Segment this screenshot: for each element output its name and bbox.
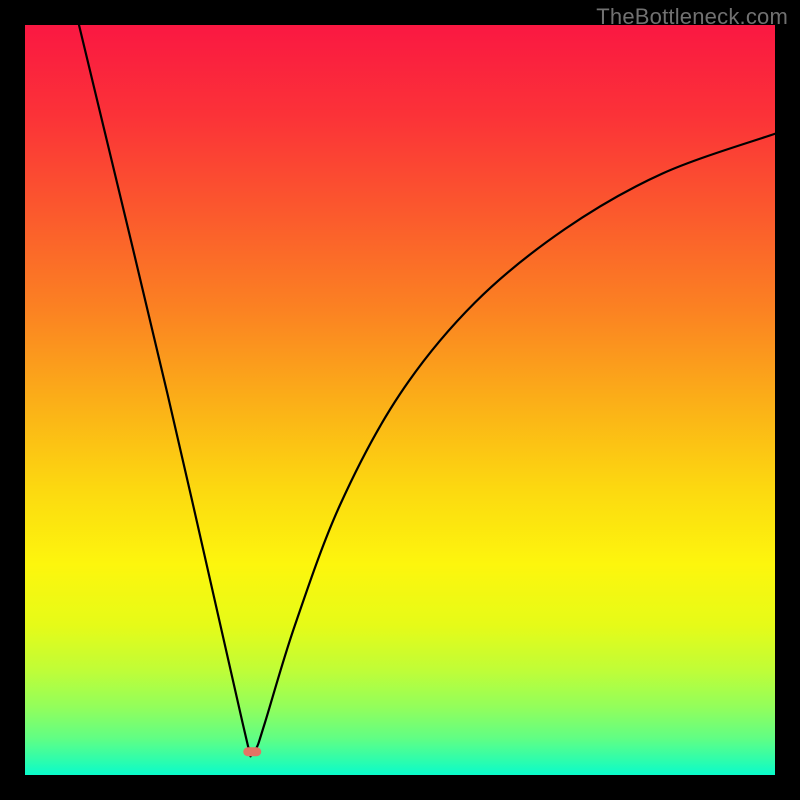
bottleneck-chart [25,25,775,775]
watermark-text: TheBottleneck.com [596,4,788,30]
plot-area [25,25,775,775]
gradient-background [25,25,775,775]
curve-dip-marker [243,747,261,756]
